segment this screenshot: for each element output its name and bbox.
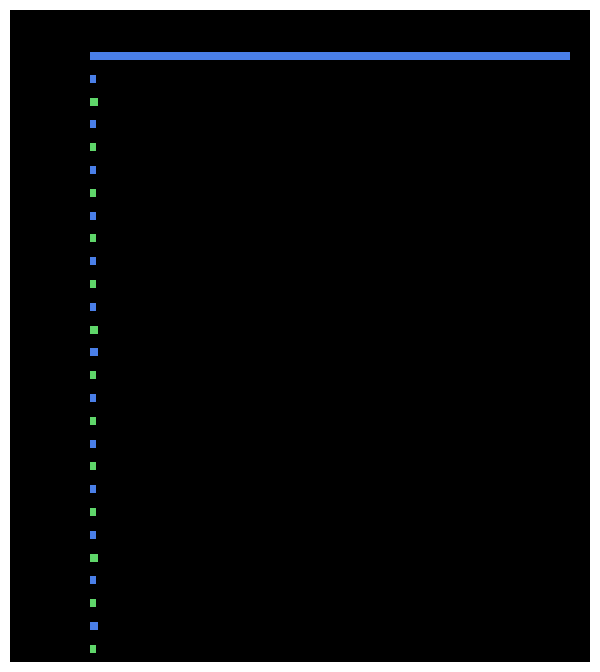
bar-row-2 [90,98,98,106]
bar-row-19 [90,485,96,493]
bar-row-8 [90,234,96,242]
bar-row-6 [90,189,96,197]
bar-row-24 [90,599,96,607]
bar-row-25 [90,622,98,630]
bar-row-13 [90,348,98,356]
bar-row-21 [90,531,96,539]
bar-row-16 [90,417,96,425]
bar-row-1 [90,75,96,83]
bar-row-14 [90,371,96,379]
bar-row-4 [90,143,96,151]
bar-row-12 [90,326,98,334]
bar-row-18 [90,462,96,470]
bar-row-11 [90,303,96,311]
bar-row-10 [90,280,96,288]
bar-row-0 [90,52,570,60]
bar-row-26 [90,645,96,653]
bar-row-23 [90,576,96,584]
bar-row-20 [90,508,96,516]
bar-row-22 [90,554,98,562]
chart-frame [0,0,600,672]
bar-row-3 [90,120,96,128]
bar-row-15 [90,394,96,402]
bar-row-5 [90,166,96,174]
bar-row-7 [90,212,96,220]
bar-row-9 [90,257,96,265]
bar-row-17 [90,440,96,448]
chart-plot-area [10,10,590,662]
